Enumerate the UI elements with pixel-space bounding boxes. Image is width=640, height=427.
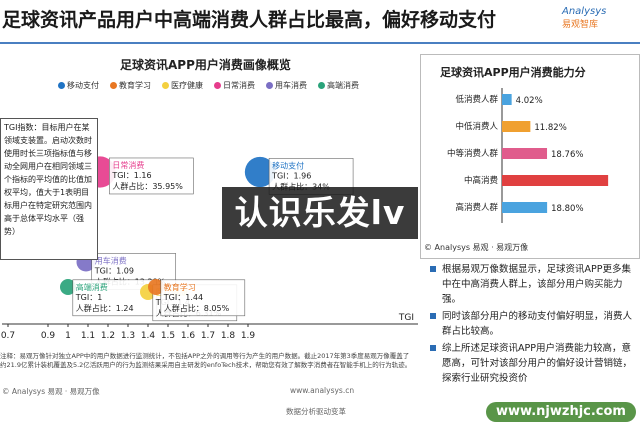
x-tick-label: 1.5 bbox=[161, 331, 175, 341]
insight-bullet: 综上所述足球资讯APP用户消费能力较高，意愿高，可针对该部分用户的偏好设计营销链… bbox=[430, 341, 640, 386]
x-tick-label: 1.9 bbox=[241, 331, 256, 341]
legend-label: 日常消费 bbox=[223, 81, 255, 90]
bar-category-label: 高消费人群 bbox=[455, 202, 498, 213]
bar bbox=[502, 121, 531, 132]
bar bbox=[502, 94, 512, 105]
legend-dot-icon bbox=[318, 82, 325, 89]
bar bbox=[502, 202, 548, 213]
x-tick-label: 1.1 bbox=[81, 331, 95, 341]
bubble-tgi-label: TGI：1.16 bbox=[111, 171, 151, 180]
x-tick-label: 1.7 bbox=[201, 331, 215, 341]
bar-value-label: 18.80% bbox=[551, 204, 583, 214]
chart-legend: 移动支付 教育学习 医疗健康 日常消费 用车消费 高端消费 bbox=[58, 80, 398, 92]
bubble-category-label: 教育学习 bbox=[164, 282, 196, 292]
legend-dot-icon bbox=[162, 82, 169, 89]
insight-bullet: 同时该部分用户的移动支付偏好明显，消费人群占比较高。 bbox=[430, 309, 640, 339]
legend-item: 医疗健康 bbox=[162, 80, 203, 91]
right-chart-title: 足球资讯APP用户消费能力分 bbox=[440, 66, 586, 79]
bubble-category-label: 高端消费 bbox=[76, 282, 108, 292]
bubble-share-label: 人群占比：8.05% bbox=[164, 303, 230, 313]
bar-category-label: 低消费人群 bbox=[455, 94, 498, 105]
header-divider bbox=[0, 42, 640, 44]
analysys-logo: Analysys 易观智库 bbox=[562, 6, 632, 38]
bubble-point bbox=[148, 279, 164, 295]
site-badge[interactable]: www.njwzhjc.com bbox=[486, 402, 636, 422]
footer-source: © Analysys 易观 · 易观万像 bbox=[2, 387, 100, 396]
insight-bullet: 根据易观万像数据显示，足球资讯APP更多集中在中高消费人群上，该部分用户购买能力… bbox=[430, 262, 640, 307]
footer-caption: 数据分析驱动变革 bbox=[286, 407, 346, 416]
bubble-tgi-label: TGI：1.09 bbox=[94, 266, 134, 275]
legend-dot-icon bbox=[110, 82, 117, 89]
x-tick-label: 1 bbox=[65, 331, 71, 341]
x-axis-label: TGI bbox=[398, 313, 414, 323]
right-source-note: © Analysys 易观 · 易观万像 bbox=[424, 243, 529, 252]
bar bbox=[502, 175, 609, 186]
x-tick-label: 1.3 bbox=[121, 331, 135, 341]
page-title: 足球资讯产品用户中高端消费人群占比最高，偏好移动支付 bbox=[2, 9, 497, 31]
bar-value-label: 18.76% bbox=[551, 150, 583, 160]
left-chart-title: 足球资讯APP用户消费画像概览 bbox=[120, 58, 291, 72]
legend-label: 移动支付 bbox=[67, 81, 99, 90]
bubble-tgi-label: TGI：1.44 bbox=[163, 293, 203, 302]
bar-value-label: 4.02% bbox=[516, 96, 543, 106]
insight-bullets: 根据易观万像数据显示，足球资讯APP更多集中在中高消费人群上，该部分用户购买能力… bbox=[430, 262, 640, 388]
x-tick-label: 1.2 bbox=[101, 331, 115, 341]
legend-item: 教育学习 bbox=[110, 80, 151, 91]
bubble-tgi-label: TGI：1.96 bbox=[271, 171, 311, 180]
legend-dot-icon bbox=[266, 82, 273, 89]
x-tick-label: 1.8 bbox=[221, 331, 236, 341]
watermark-overlay: 认识乐发lv bbox=[222, 187, 418, 239]
bar-category-label: 中高消费 bbox=[464, 175, 499, 186]
legend-dot-icon bbox=[58, 82, 65, 89]
legend-item: 高端消费 bbox=[318, 80, 359, 91]
x-tick-label: 1.6 bbox=[181, 331, 196, 341]
bubble-point bbox=[60, 279, 76, 295]
bubble-tgi-label: TGI：1 bbox=[75, 293, 103, 302]
legend-item: 移动支付 bbox=[58, 80, 99, 91]
bar bbox=[502, 148, 548, 159]
legend-label: 教育学习 bbox=[119, 81, 151, 90]
consumption-bar-chart: 低消费人群 4.02% 中低消费人 11.82% 中等消费人群 18.76% 中高消费高消费… bbox=[447, 88, 609, 223]
bubble-label-box bbox=[160, 279, 246, 317]
x-tick-label: 0.9 bbox=[41, 331, 56, 341]
legend-item: 日常消费 bbox=[214, 80, 255, 91]
bubble-category-label: 移动支付 bbox=[272, 160, 304, 170]
logo-subtitle: 易观智库 bbox=[562, 20, 599, 30]
bar-category-label: 中等消费人群 bbox=[447, 148, 499, 159]
legend-label: 医疗健康 bbox=[171, 81, 203, 90]
bubble-category-label: 用车消费 bbox=[95, 255, 127, 265]
legend-dot-icon bbox=[214, 82, 221, 89]
legend-item: 用车消费 bbox=[266, 80, 307, 91]
x-tick-label: 0.7 bbox=[1, 331, 15, 341]
tgi-definition-note: TGI指数：目标用户在某领域支装置。启动次数时使用时长三项指标值与移动全网用户在… bbox=[0, 118, 98, 260]
bar-category-label: 中低消费人 bbox=[455, 121, 498, 132]
x-tick-label: 1.4 bbox=[141, 331, 156, 341]
legend-label: 用车消费 bbox=[275, 81, 307, 90]
bubble-category-label: 日常消费 bbox=[112, 160, 144, 170]
legend-label: 高端消费 bbox=[327, 81, 359, 90]
logo-name: Analysys bbox=[562, 6, 607, 17]
bubble-share-label: 人群占比：1.24 bbox=[76, 303, 134, 313]
bubble-share-label: 人群占比：34% bbox=[272, 181, 330, 191]
bubble-point bbox=[244, 156, 276, 188]
bar-value-label: 11.82% bbox=[534, 123, 566, 133]
footer-url[interactable]: www.analysys.cn bbox=[290, 386, 355, 395]
bubble-share-label: 人群占比：35.95% bbox=[112, 181, 183, 191]
bubble-label-box bbox=[109, 157, 194, 195]
footnote: 注释：易观万像针对独立APP中的用户数据进行监测统计，不包括APP之外的调用等行… bbox=[0, 352, 412, 369]
